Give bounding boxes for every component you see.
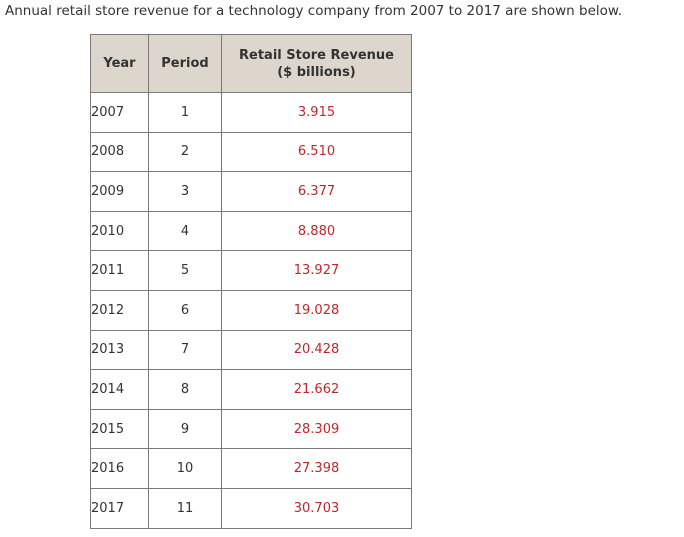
cell-period: 6 bbox=[148, 289, 222, 331]
table-header: Year Period Retail Store Revenue ($ bill… bbox=[90, 34, 412, 93]
table-body: 2007 1 3.915 2008 2 6.510 2009 3 6.377 2… bbox=[90, 92, 412, 529]
table-row: 2010 4 8.880 bbox=[90, 210, 412, 252]
table-row: 2015 9 28.309 bbox=[90, 408, 412, 450]
cell-year: 2010 bbox=[90, 210, 149, 252]
cell-year: 2008 bbox=[90, 131, 149, 173]
header-revenue: Retail Store Revenue ($ billions) bbox=[221, 34, 412, 93]
header-row: Year Period Retail Store Revenue ($ bill… bbox=[90, 34, 412, 93]
table-row: 2017 11 30.703 bbox=[90, 487, 412, 529]
table-row: 2012 6 19.028 bbox=[90, 289, 412, 331]
cell-revenue: 20.428 bbox=[221, 329, 412, 371]
cell-year: 2013 bbox=[90, 329, 149, 371]
table-row: 2008 2 6.510 bbox=[90, 131, 412, 173]
table-row: 2016 10 27.398 bbox=[90, 448, 412, 489]
cell-year: 2007 bbox=[90, 92, 149, 133]
header-period: Period bbox=[148, 34, 222, 93]
cell-period: 9 bbox=[148, 408, 222, 450]
cell-revenue: 13.927 bbox=[221, 250, 412, 291]
cell-period: 7 bbox=[148, 329, 222, 371]
cell-period: 3 bbox=[148, 171, 222, 212]
header-revenue-line2: ($ billions) bbox=[277, 64, 356, 80]
intro-text: Annual retail store revenue for a techno… bbox=[5, 3, 623, 19]
cell-year: 2015 bbox=[90, 408, 149, 450]
cell-revenue: 6.377 bbox=[221, 171, 412, 212]
cell-year: 2014 bbox=[90, 369, 149, 410]
cell-revenue: 28.309 bbox=[221, 408, 412, 450]
cell-revenue: 3.915 bbox=[221, 92, 412, 133]
cell-revenue: 19.028 bbox=[221, 289, 412, 331]
cell-revenue: 27.398 bbox=[221, 448, 412, 489]
cell-period: 8 bbox=[148, 369, 222, 410]
table-row: 2007 1 3.915 bbox=[90, 92, 412, 133]
table-row: 2014 8 21.662 bbox=[90, 369, 412, 410]
cell-year: 2009 bbox=[90, 171, 149, 212]
cell-year: 2012 bbox=[90, 289, 149, 331]
cell-period: 1 bbox=[148, 92, 222, 133]
cell-period: 2 bbox=[148, 131, 222, 173]
cell-period: 4 bbox=[148, 210, 222, 252]
table-row: 2013 7 20.428 bbox=[90, 329, 412, 371]
cell-revenue: 30.703 bbox=[221, 487, 412, 529]
table-row: 2009 3 6.377 bbox=[90, 171, 412, 212]
table-row: 2011 5 13.927 bbox=[90, 250, 412, 291]
cell-period: 11 bbox=[148, 487, 222, 529]
cell-year: 2017 bbox=[90, 487, 149, 529]
cell-year: 2011 bbox=[90, 250, 149, 291]
header-year: Year bbox=[90, 34, 149, 93]
header-revenue-line1: Retail Store Revenue bbox=[239, 47, 394, 63]
cell-revenue: 6.510 bbox=[221, 131, 412, 173]
cell-period: 5 bbox=[148, 250, 222, 291]
cell-revenue: 8.880 bbox=[221, 210, 412, 252]
revenue-table: Year Period Retail Store Revenue ($ bill… bbox=[90, 34, 412, 529]
cell-revenue: 21.662 bbox=[221, 369, 412, 410]
cell-period: 10 bbox=[148, 448, 222, 489]
cell-year: 2016 bbox=[90, 448, 149, 489]
